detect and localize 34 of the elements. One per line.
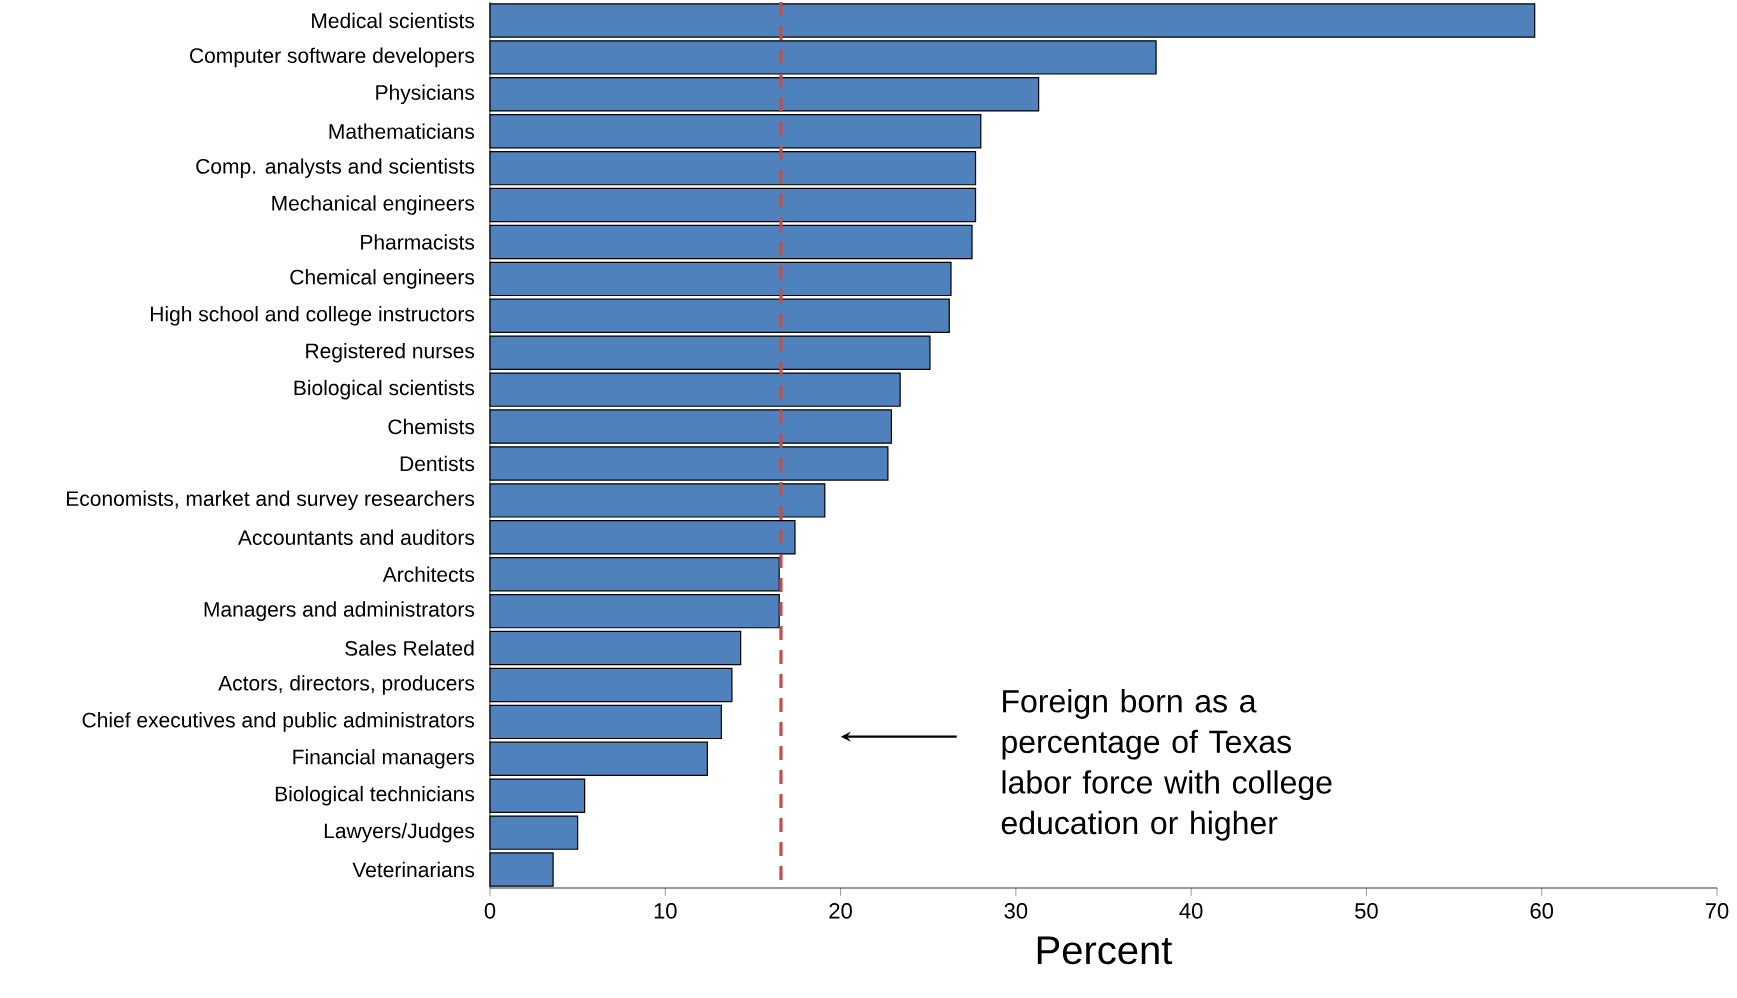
y-tick-label: Economists, market and survey researchers <box>67 490 475 511</box>
y-tick-label: Computer software developers <box>190 47 475 68</box>
y-tick-label: Chemists <box>388 418 475 435</box>
y-tick-label: Biological scientists <box>294 379 475 400</box>
x-tick-label: 30 <box>1004 903 1028 919</box>
x-tick-label: 60 <box>1530 903 1554 919</box>
y-tick-label: Medical scientists <box>312 12 475 29</box>
y-tick-label: Mathematicians <box>329 123 475 139</box>
y-tick-label: Actors, directors, producers <box>218 675 475 695</box>
y-tick-label: Mechanical engineers <box>272 195 475 215</box>
y-tick-label: Sales Related <box>345 640 474 656</box>
y-tick-label: Comp. analysts and scientists <box>196 158 475 178</box>
y-tick-label: Architects <box>382 566 475 582</box>
x-tick-label: 50 <box>1355 903 1378 919</box>
y-tick-label: Veterinarians <box>352 861 475 878</box>
x-tick-label: 10 <box>654 903 677 919</box>
y-tick-label: Chemical engineers <box>290 269 475 289</box>
x-tick-label: 70 <box>1705 903 1729 919</box>
y-tick-label: Registered nurses <box>306 342 475 363</box>
y-tick-label: Accountants and auditors <box>237 529 475 546</box>
y-tick-label: Financial managers <box>293 749 475 769</box>
annotation: Foreign born as a percentage of Texas labor force with college education or higher <box>1001 689 1332 841</box>
y-tick-label: Dentists <box>400 455 475 472</box>
y-tick-label: Lawyers/Judges <box>324 822 475 843</box>
y-tick-label: Chief executives and public administrators <box>82 712 475 732</box>
x-tick-label: 0 <box>484 903 496 919</box>
x-tick-label: 20 <box>829 903 852 919</box>
x-axis-title: Percent <box>1037 936 1173 965</box>
y-tick-label: Biological technicians <box>275 785 475 806</box>
y-tick-label: High school and college instructors <box>150 306 475 326</box>
y-tick-label: Physicians <box>376 84 475 105</box>
y-tick-label: Managers and administrators <box>204 601 475 621</box>
y-tick-label: Pharmacists <box>361 234 475 250</box>
x-tick-label: 40 <box>1179 903 1203 919</box>
